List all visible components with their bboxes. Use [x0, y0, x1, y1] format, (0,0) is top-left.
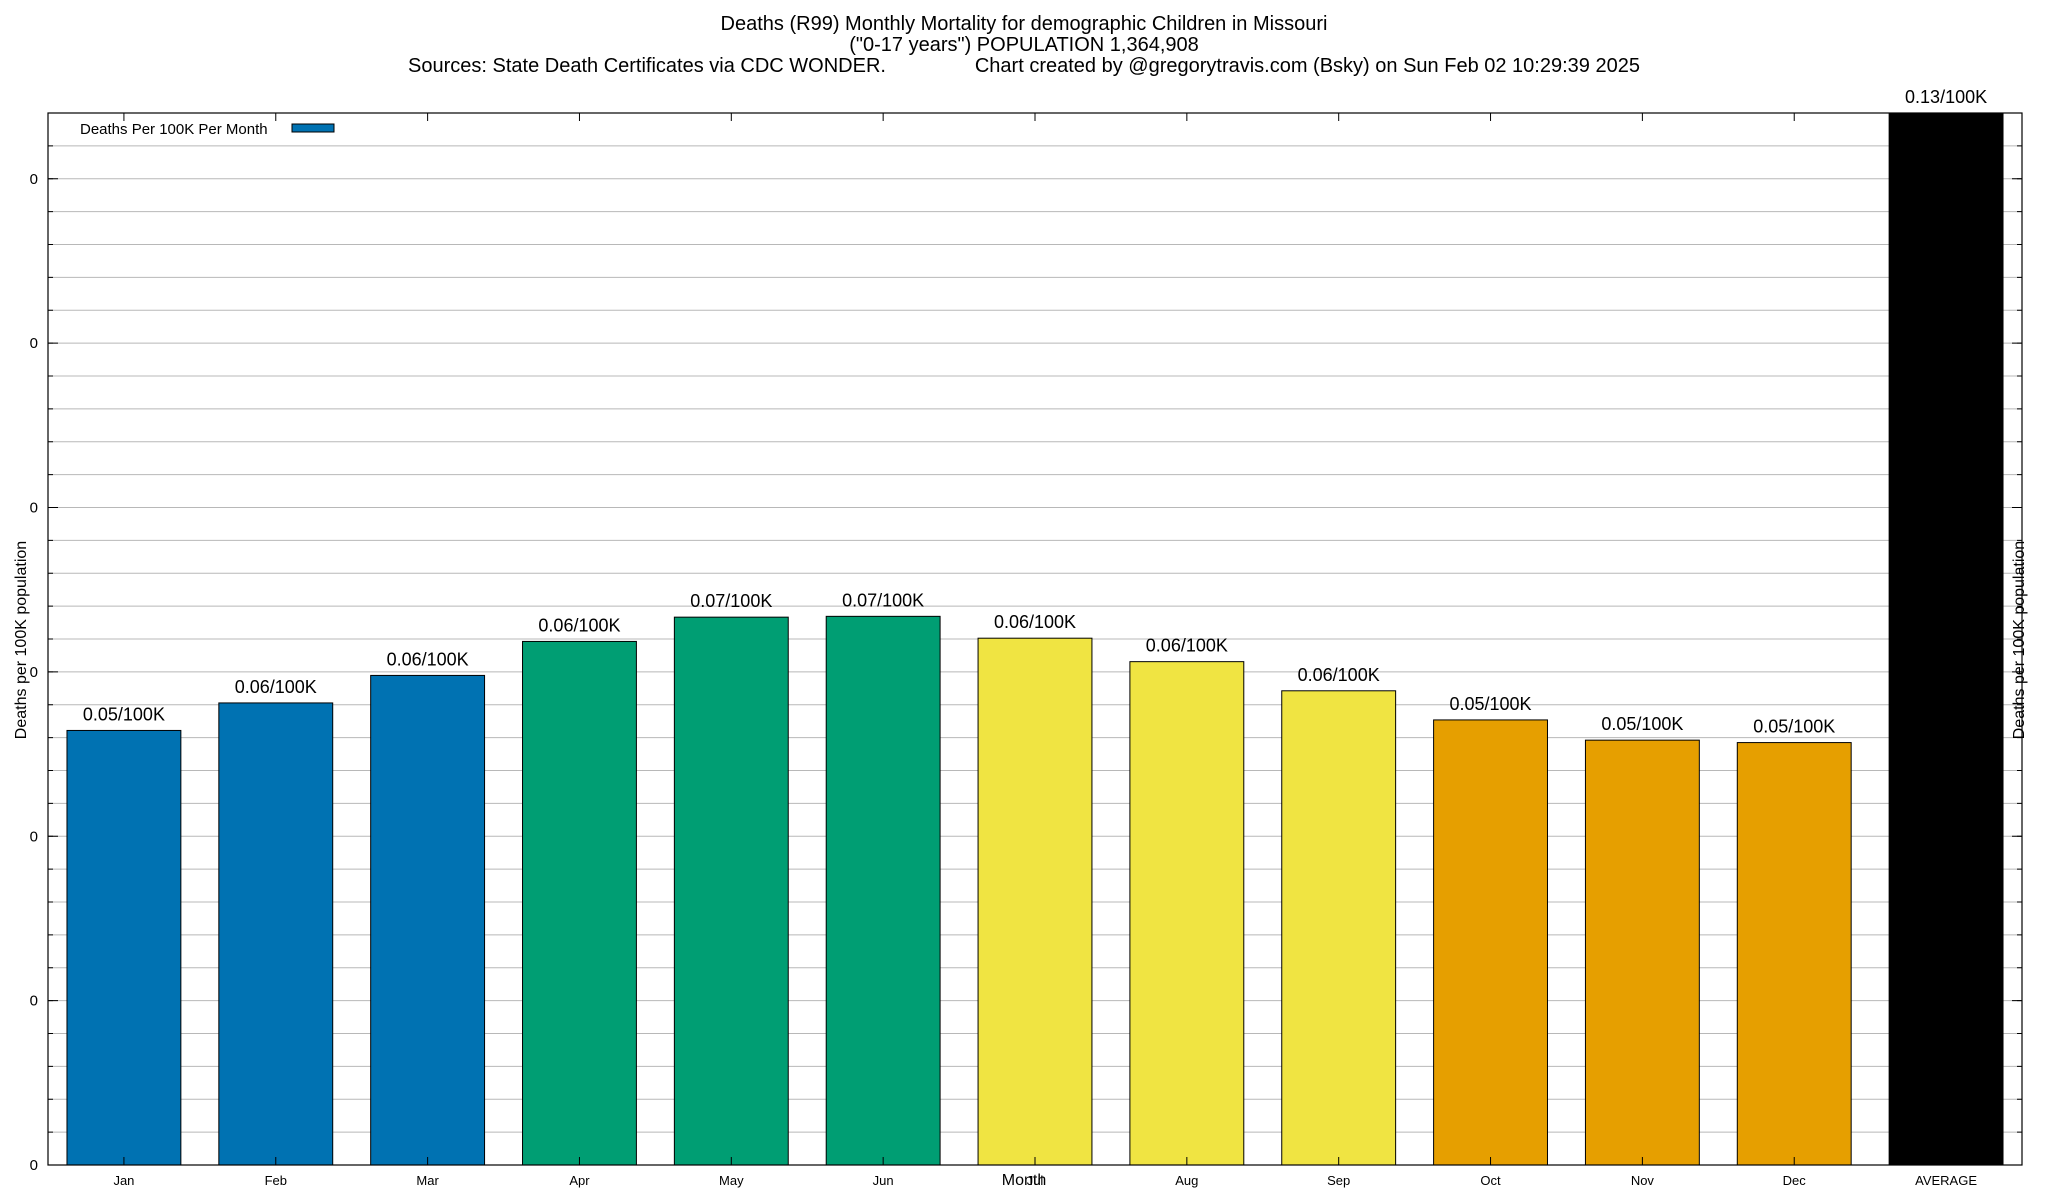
bar-apr	[522, 640, 637, 1166]
data-label: 0.05/100K	[1449, 694, 1531, 714]
bar-sep	[1281, 690, 1397, 1166]
legend-swatch	[291, 123, 335, 133]
data-label: 0.05/100K	[1601, 714, 1683, 734]
x-tick-label: Feb	[265, 1173, 287, 1188]
data-label: 0.06/100K	[1298, 665, 1380, 685]
x-tick-label: Dec	[1783, 1173, 1807, 1188]
chart-title: Deaths (R99) Monthly Mortality for demog…	[720, 13, 1328, 35]
data-label: 0.06/100K	[387, 649, 469, 669]
bar-dec	[1736, 742, 1852, 1166]
x-tick-label: May	[719, 1173, 744, 1188]
data-label: 0.06/100K	[235, 677, 317, 697]
chart-title-block: Deaths (R99) Monthly Mortality for demog…	[0, 14, 2048, 77]
x-axis-label: Month	[1001, 1172, 1047, 1189]
legend-label: Deaths Per 100K Per Month	[80, 121, 268, 138]
chart-source-line: Sources: State Death Certificates via CD…	[408, 55, 1640, 77]
bar-mar	[370, 674, 486, 1166]
plot-border	[47, 112, 2023, 1166]
y-tick-label: 0	[30, 993, 38, 1010]
chart-subtitle: ("0-17 years") POPULATION 1,364,908	[849, 34, 1199, 56]
bar-feb	[218, 702, 334, 1166]
x-tick-label: Jun	[873, 1173, 894, 1188]
data-label: 0.07/100K	[842, 590, 924, 610]
data-label: 0.05/100K	[1753, 717, 1835, 737]
x-tick-label: Oct	[1480, 1173, 1501, 1188]
bar-average	[1888, 112, 2004, 1166]
bar-oct	[1433, 719, 1548, 1166]
y-tick-label: 0	[30, 171, 38, 188]
data-label: 0.07/100K	[690, 591, 772, 611]
x-tick-label: Aug	[1175, 1173, 1198, 1188]
x-tick-label: Apr	[569, 1173, 590, 1188]
x-tick-label: Jul	[1027, 1173, 1044, 1188]
data-label: 0.13/100K	[1905, 87, 1987, 107]
data-label: 0.06/100K	[538, 615, 620, 635]
x-tick-label: Mar	[416, 1173, 439, 1188]
y-tick-label: 0	[30, 1157, 38, 1174]
x-tick-label: AVERAGE	[1915, 1173, 1977, 1188]
y-tick-label: 0	[30, 828, 38, 845]
bar-jun	[825, 615, 941, 1166]
y-axis-label-left: Deaths per 100K population	[13, 540, 30, 740]
y-axis-label-right: Deaths per 100K population	[2011, 540, 2028, 740]
data-label: 0.06/100K	[994, 612, 1076, 632]
x-tick-label: Sep	[1327, 1173, 1350, 1188]
y-tick-label: 0	[30, 664, 38, 681]
bar-jan	[66, 729, 182, 1166]
bar-may	[673, 616, 789, 1166]
bar-aug	[1129, 661, 1245, 1166]
x-tick-label: Nov	[1631, 1173, 1655, 1188]
bar-jul	[977, 637, 1093, 1166]
data-label: 0.06/100K	[1146, 636, 1228, 656]
bar-nov	[1584, 739, 1700, 1166]
y-tick-label: 0	[30, 335, 38, 352]
y-tick-label: 0	[30, 500, 38, 517]
data-label: 0.05/100K	[83, 704, 165, 724]
x-tick-label: Jan	[113, 1173, 134, 1188]
